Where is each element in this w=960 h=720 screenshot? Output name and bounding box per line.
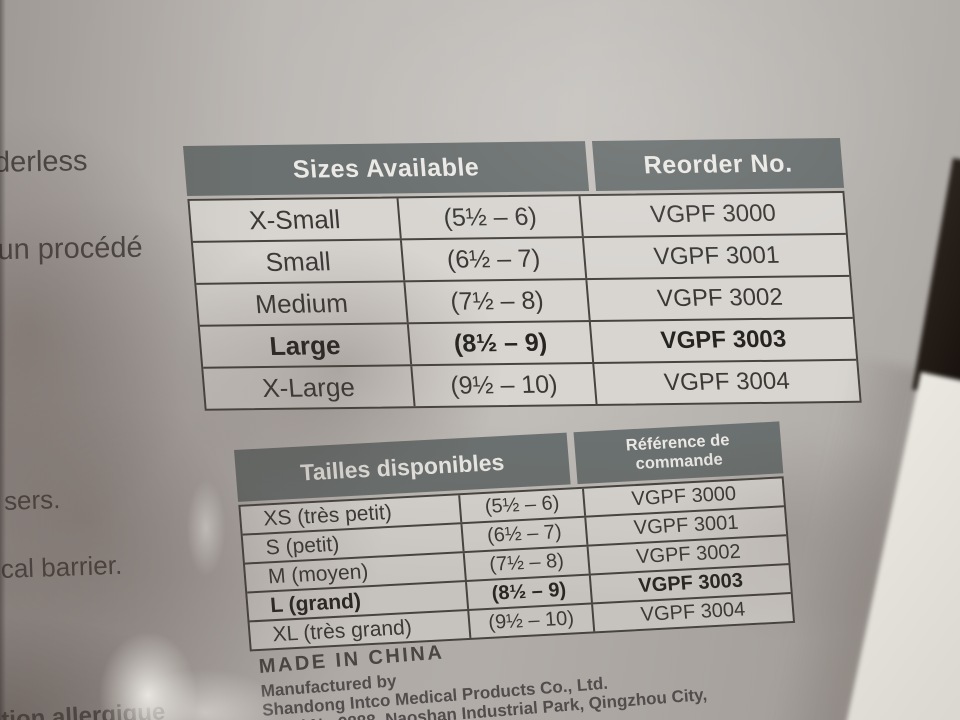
sizes-table-english: Sizes Available Reorder No. X-Small (5½ … [183,137,862,411]
size-cell: X-Large [260,371,356,403]
sizes-table-french: Tailles disponibles Référence de command… [234,421,796,652]
range-cell: (5½ – 6) [396,196,584,239]
header-reference-commande: Référence de commande [573,421,784,485]
size-cell: X-Small [247,203,342,235]
range-cell: (8½ – 9) [406,322,595,365]
size-cell: Medium [254,287,349,319]
header-reorder-no: Reorder No. [591,137,845,191]
header-sizes-available: Sizes Available [183,141,590,196]
background-surface [821,372,960,720]
panel-text-fragment: ’un procédé [0,231,143,267]
range-cell: (6½ – 7) [460,517,589,552]
range-cell: (5½ – 6) [458,488,587,523]
panel-text-fragment: ction allergique [0,698,166,720]
reorder-cell: VGPF 3004 [663,367,791,397]
table-body: X-Small (5½ – 6) VGPF 3000 Small (6½ – 7… [187,190,862,411]
table-header-row: Sizes Available Reorder No. [183,137,845,196]
reorder-cell: VGPF 3001 [652,241,781,271]
panel-text-fragment: ical barrier. [0,549,123,585]
range-cell: (9½ – 10) [410,363,598,407]
size-cell: Large [268,329,342,361]
dark-background [912,158,960,407]
table-body: XS (très petit) (5½ – 6) VGPF 3000 S (pe… [238,476,796,652]
reorder-cell: VGPF 3003 [659,325,788,355]
range-cell: (7½ – 8) [403,280,591,323]
reorder-cell: VGPF 3000 [649,199,777,229]
panel-text-fragment: derless [0,145,88,179]
size-cell: Small [264,245,332,277]
range-cell: (9½ – 10) [467,604,596,638]
panel-text-fragment: sers. [3,484,61,516]
reorder-cell: VGPF 3002 [656,283,784,313]
range-cell: (7½ – 8) [462,546,591,581]
range-cell: (8½ – 9) [465,575,593,610]
range-cell: (6½ – 7) [399,238,588,281]
table-row: X-Large (9½ – 10) VGPF 3004 [203,361,859,409]
